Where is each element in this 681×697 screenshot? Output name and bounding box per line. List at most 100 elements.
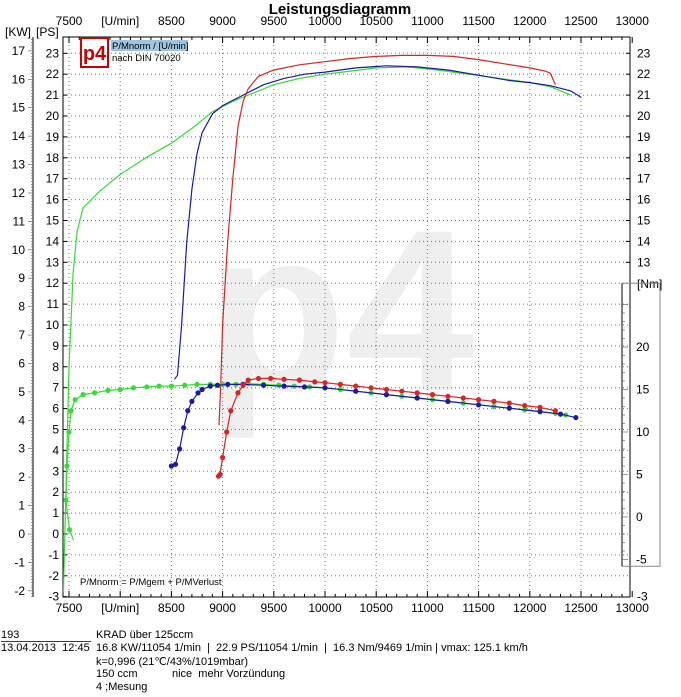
data-point-red-torque bbox=[445, 393, 451, 399]
data-point-blue-torque bbox=[414, 395, 420, 401]
data-point-green-torque bbox=[168, 383, 174, 389]
ps-tick-label: 12 bbox=[46, 276, 60, 290]
series-line-red-power bbox=[218, 54, 556, 426]
nm-tick-label: 15 bbox=[636, 383, 650, 397]
data-point-blue-torque bbox=[181, 425, 187, 431]
ps-tick-label-right: 13 bbox=[637, 255, 651, 269]
kw-tick-label: 5 bbox=[18, 385, 25, 399]
data-point-blue-torque bbox=[185, 408, 191, 414]
ps-tick-label-right: 18 bbox=[637, 151, 651, 165]
ps-tick-label: 15 bbox=[46, 214, 60, 228]
data-point-green-torque bbox=[80, 392, 86, 398]
data-point-red-torque bbox=[429, 392, 436, 398]
ps-tick-label: 10 bbox=[46, 318, 60, 332]
data-point-red-torque bbox=[245, 377, 251, 383]
kw-tick-label: 14 bbox=[12, 129, 26, 143]
x-tick-label-top: 7500 bbox=[56, 14, 83, 28]
data-point-green-torque bbox=[92, 390, 98, 396]
data-point-red-torque bbox=[255, 375, 262, 382]
peak-results: 16.8 KW/11054 1/min | 22.9 PS/11054 1/mi… bbox=[96, 642, 528, 654]
data-point-blue-torque bbox=[301, 384, 308, 390]
ps-tick-label: 7 bbox=[52, 381, 59, 395]
ps-tick-label-right: -3 bbox=[637, 590, 648, 604]
data-point-red-torque bbox=[322, 380, 328, 386]
kw-tick-label: 12 bbox=[12, 186, 26, 200]
kw-tick-label: 13 bbox=[12, 158, 26, 172]
data-point-blue-torque bbox=[195, 390, 201, 396]
data-point-green-torque bbox=[64, 463, 70, 469]
data-point-blue-torque bbox=[537, 409, 543, 415]
nm-axis-label: [Nm] bbox=[637, 277, 662, 291]
data-point-blue-torque bbox=[383, 392, 390, 398]
series-line-blue-power bbox=[174, 65, 582, 380]
ps-tick-label: 23 bbox=[46, 46, 60, 60]
kw-tick-label: 10 bbox=[12, 243, 26, 257]
x-axis-label-bottom: [U/min] bbox=[101, 601, 139, 615]
data-point-red-torque bbox=[220, 454, 226, 461]
x-tick-label-bottom: 12000 bbox=[513, 601, 547, 615]
data-point-blue-torque bbox=[353, 388, 359, 394]
data-point-blue-torque bbox=[476, 402, 482, 408]
data-point-green-torque bbox=[194, 381, 200, 387]
ps-tick-label-right: 14 bbox=[637, 234, 651, 248]
ps-tick-label: 19 bbox=[46, 130, 60, 144]
data-point-red-torque bbox=[506, 400, 512, 406]
kw-tick-label: 17 bbox=[12, 44, 26, 58]
data-point-red-torque bbox=[476, 397, 482, 403]
x-tick-label-bottom: 12500 bbox=[564, 601, 598, 615]
p4-logo: p4 bbox=[83, 43, 107, 65]
data-point-red-torque bbox=[460, 395, 466, 401]
x-tick-label-bottom: 10500 bbox=[360, 601, 394, 615]
kw-tick-label: 11 bbox=[13, 214, 26, 228]
data-point-red-torque bbox=[312, 379, 318, 385]
nm-tick-label: 20 bbox=[636, 340, 650, 354]
x-tick-label-top: 9000 bbox=[209, 14, 236, 28]
nm-tick-label: -5 bbox=[636, 553, 647, 567]
data-point-red-torque bbox=[522, 403, 528, 409]
x-tick-label-top: 8500 bbox=[158, 14, 185, 28]
data-point-green-torque bbox=[66, 527, 73, 533]
x-tick-label-top: 12000 bbox=[513, 14, 547, 28]
data-point-red-torque bbox=[296, 377, 302, 383]
ps-tick-label: 1 bbox=[52, 506, 59, 520]
x-tick-label-bottom: 11000 bbox=[411, 601, 444, 615]
ps-tick-label: 20 bbox=[46, 109, 60, 123]
data-point-green-torque bbox=[105, 387, 111, 393]
ps-tick-label: 8 bbox=[52, 360, 59, 374]
kw-tick-label: 8 bbox=[18, 300, 25, 314]
ps-tick-label: 4 bbox=[52, 443, 59, 457]
data-point-red-torque bbox=[491, 398, 497, 404]
x-axis-label-top: [U/min] bbox=[101, 14, 139, 28]
x-tick-label-top: 13000 bbox=[616, 14, 650, 28]
ps-tick-label: 5 bbox=[52, 423, 59, 437]
data-point-red-torque bbox=[228, 408, 234, 414]
legend-highlight bbox=[111, 40, 188, 51]
data-point-red-torque bbox=[268, 375, 274, 382]
data-point-green-torque bbox=[117, 386, 123, 393]
x-tick-label-bottom: 8500 bbox=[158, 601, 185, 615]
run-id: 193 bbox=[1, 629, 91, 642]
data-point-blue-torque bbox=[214, 382, 221, 388]
data-point-green-torque bbox=[63, 497, 69, 503]
data-point-red-torque bbox=[337, 381, 343, 387]
data-point-green-torque bbox=[144, 384, 150, 390]
data-point-blue-torque bbox=[260, 382, 267, 388]
ps-tick-label-right: 22 bbox=[637, 67, 651, 81]
data-point-blue-torque bbox=[557, 411, 564, 417]
data-point-red-torque bbox=[399, 388, 405, 394]
data-point-red-torque bbox=[552, 408, 559, 414]
data-point-blue-torque bbox=[506, 405, 512, 411]
watermark: p4 bbox=[206, 182, 474, 439]
ps-tick-label-right: 15 bbox=[637, 214, 651, 228]
kw-tick-label: 7 bbox=[18, 328, 25, 342]
data-point-blue-torque bbox=[225, 381, 231, 387]
data-point-red-torque bbox=[383, 386, 390, 393]
ps-axis-label: [PS] bbox=[36, 25, 59, 39]
data-point-green-torque bbox=[130, 385, 137, 391]
data-point-blue-torque bbox=[199, 386, 205, 393]
data-point-red-torque bbox=[224, 429, 230, 435]
ps-tick-label: 18 bbox=[46, 151, 60, 165]
displacement: 150 ccm bbox=[96, 668, 138, 680]
data-point-red-torque bbox=[217, 471, 223, 478]
